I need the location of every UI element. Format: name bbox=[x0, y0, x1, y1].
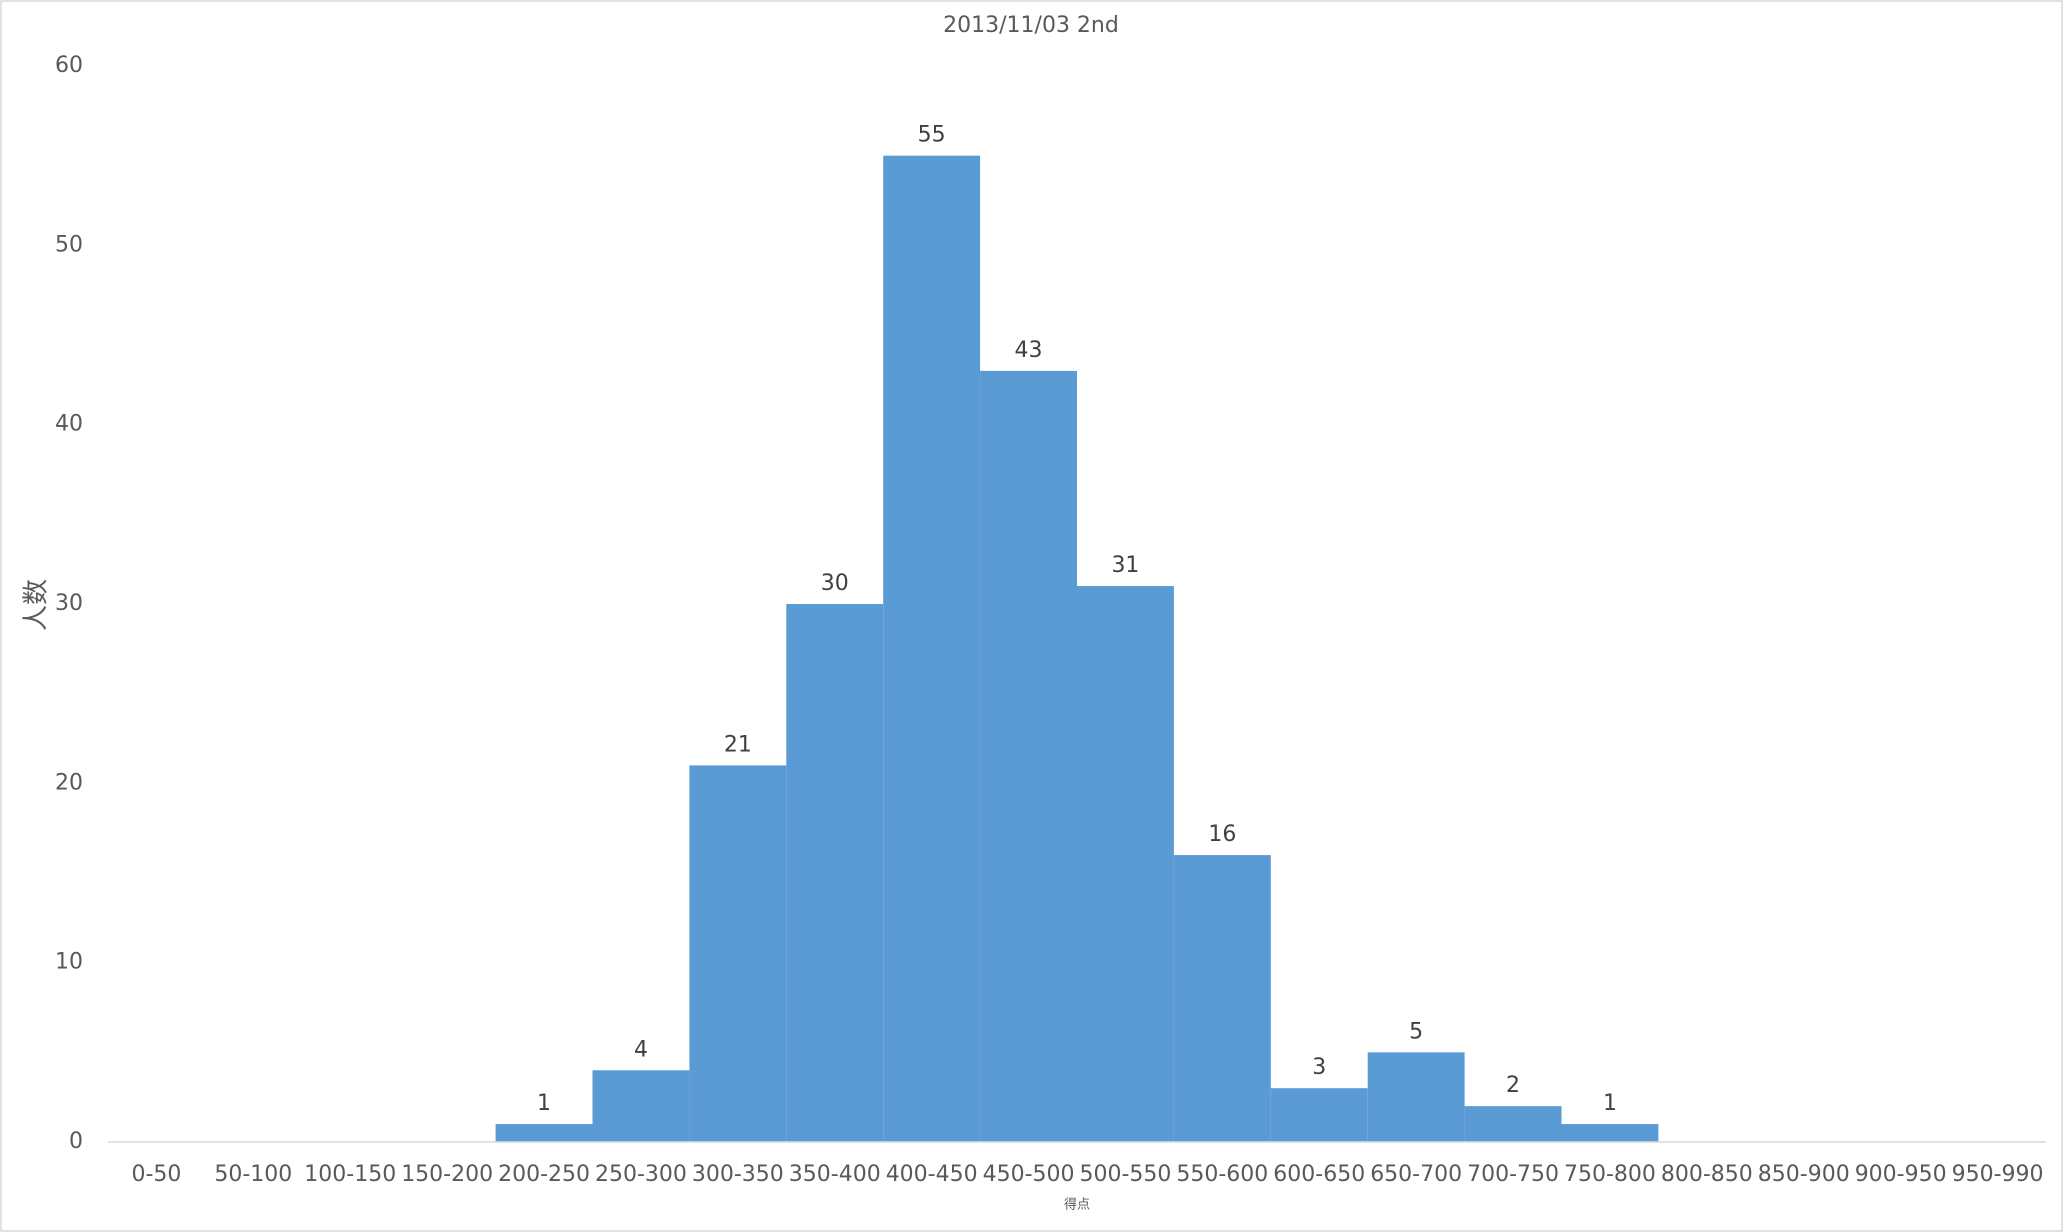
bar bbox=[786, 604, 884, 1142]
bar bbox=[1367, 1052, 1465, 1142]
x-tick-label: 500-550 bbox=[1079, 1162, 1171, 1187]
data-label: 2 bbox=[1506, 1073, 1520, 1098]
bar bbox=[689, 765, 787, 1142]
x-axis-label: 得点 bbox=[1064, 1197, 1090, 1213]
data-label: 16 bbox=[1208, 822, 1236, 847]
x-tick-label: 350-400 bbox=[789, 1162, 881, 1187]
x-tick-label: 100-150 bbox=[304, 1162, 396, 1187]
y-tick-label: 0 bbox=[69, 1129, 83, 1154]
data-label: 55 bbox=[918, 123, 946, 148]
y-tick-label: 60 bbox=[55, 53, 83, 78]
data-label: 3 bbox=[1312, 1055, 1326, 1080]
bar bbox=[980, 370, 1077, 1142]
x-tick-label: 200-250 bbox=[498, 1162, 590, 1187]
data-label: 5 bbox=[1409, 1019, 1423, 1044]
bar bbox=[495, 1124, 593, 1142]
data-label: 43 bbox=[1015, 338, 1043, 363]
bar bbox=[1270, 1088, 1368, 1142]
x-tick-label: 400-450 bbox=[886, 1162, 978, 1187]
data-label: 1 bbox=[537, 1091, 551, 1116]
y-tick-label: 10 bbox=[55, 950, 83, 975]
y-axis-label: 人数 bbox=[22, 579, 52, 631]
y-tick-label: 30 bbox=[55, 591, 83, 616]
y-tick-label: 40 bbox=[55, 412, 83, 437]
x-tick-label: 600-650 bbox=[1273, 1162, 1365, 1187]
data-label: 4 bbox=[634, 1037, 648, 1062]
x-tick-label: 50-100 bbox=[214, 1162, 292, 1187]
data-label: 31 bbox=[1111, 553, 1139, 578]
x-tick-label: 850-900 bbox=[1758, 1162, 1850, 1187]
bar bbox=[1464, 1106, 1562, 1142]
bar bbox=[592, 1070, 690, 1142]
x-tick-label: 0-50 bbox=[131, 1162, 181, 1187]
x-tick-label: 700-750 bbox=[1467, 1162, 1559, 1187]
y-tick-label: 50 bbox=[55, 232, 83, 257]
x-tick-label: 800-850 bbox=[1661, 1162, 1753, 1187]
data-label: 1 bbox=[1603, 1091, 1617, 1116]
x-tick-label: 650-700 bbox=[1370, 1162, 1462, 1187]
bar bbox=[1173, 855, 1271, 1142]
bar bbox=[1561, 1124, 1659, 1142]
y-tick-label: 20 bbox=[55, 770, 83, 795]
x-tick-label: 450-500 bbox=[983, 1162, 1075, 1187]
data-label: 30 bbox=[821, 571, 849, 596]
x-tick-label: 900-950 bbox=[1855, 1162, 1947, 1187]
x-tick-label: 300-350 bbox=[692, 1162, 784, 1187]
x-tick-label: 950-990 bbox=[1952, 1162, 2044, 1187]
x-tick-label: 750-800 bbox=[1564, 1162, 1656, 1187]
x-tick-label: 150-200 bbox=[401, 1162, 493, 1187]
bar bbox=[1077, 586, 1174, 1142]
x-tick-label: 550-600 bbox=[1176, 1162, 1268, 1187]
bar bbox=[883, 155, 981, 1142]
data-label: 21 bbox=[724, 732, 752, 757]
chart-title: 2013/11/03 2nd bbox=[943, 13, 1119, 38]
x-tick-label: 250-300 bbox=[595, 1162, 687, 1187]
